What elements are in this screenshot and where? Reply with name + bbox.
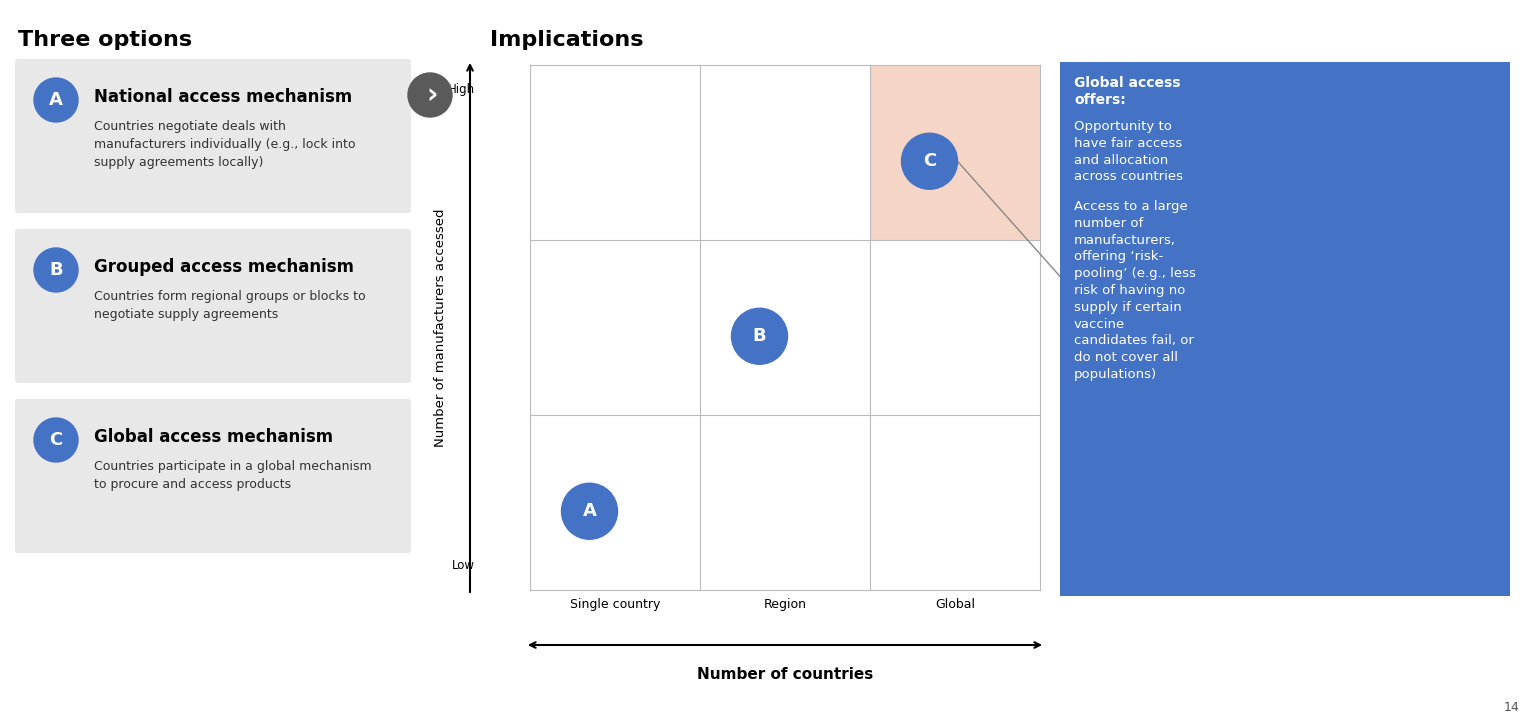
Text: Countries form regional groups or blocks to
negotiate supply agreements: Countries form regional groups or blocks… (94, 290, 366, 321)
Text: National access mechanism: National access mechanism (94, 88, 352, 106)
FancyBboxPatch shape (15, 59, 410, 213)
FancyBboxPatch shape (15, 399, 410, 553)
Text: C: C (49, 431, 63, 449)
Text: A: A (583, 502, 596, 521)
Circle shape (407, 73, 452, 117)
Text: Implications: Implications (490, 30, 644, 50)
Circle shape (34, 78, 78, 122)
Circle shape (34, 248, 78, 292)
Text: High: High (447, 83, 475, 96)
Text: Opportunity to
have fair access
and allocation
across countries: Opportunity to have fair access and allo… (1074, 120, 1183, 184)
FancyBboxPatch shape (1061, 62, 1509, 596)
Text: Single country: Single country (570, 598, 661, 611)
Text: Global access
offers:: Global access offers: (1074, 76, 1180, 107)
Circle shape (561, 484, 618, 539)
Circle shape (902, 134, 958, 189)
Text: Number of countries: Number of countries (696, 667, 873, 682)
Text: Countries participate in a global mechanism
to procure and access products: Countries participate in a global mechan… (94, 460, 372, 491)
Text: Three options: Three options (18, 30, 192, 50)
Text: Global access mechanism: Global access mechanism (94, 428, 334, 446)
Text: C: C (922, 152, 936, 171)
FancyBboxPatch shape (15, 229, 410, 383)
Text: B: B (753, 327, 767, 346)
FancyBboxPatch shape (870, 65, 1041, 240)
Text: Grouped access mechanism: Grouped access mechanism (94, 258, 354, 276)
Text: Global: Global (934, 598, 974, 611)
Text: ›: › (426, 81, 438, 109)
Text: Low: Low (452, 559, 475, 572)
Text: Number of manufacturers accessed: Number of manufacturers accessed (433, 208, 447, 446)
Circle shape (732, 309, 787, 364)
Text: B: B (49, 261, 63, 279)
Text: Access to a large
number of
manufacturers,
offering ‘risk-
pooling’ (e.g., less
: Access to a large number of manufacturer… (1074, 200, 1196, 381)
Text: Countries negotiate deals with
manufacturers individually (e.g., lock into
suppl: Countries negotiate deals with manufactu… (94, 120, 355, 169)
Text: Region: Region (764, 598, 807, 611)
Text: 14: 14 (1503, 701, 1519, 714)
Circle shape (34, 418, 78, 462)
Text: A: A (49, 91, 63, 109)
